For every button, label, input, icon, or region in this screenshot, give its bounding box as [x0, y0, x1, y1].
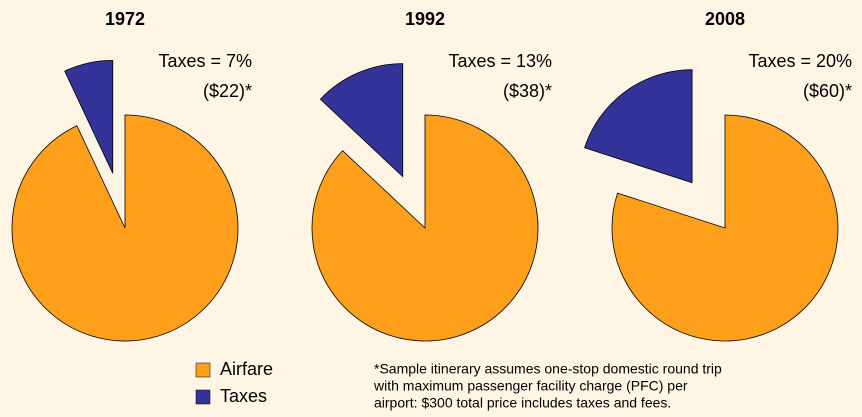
footnote-line: *Sample itinerary assumes one-stop domes… — [374, 361, 722, 377]
pie-title: 1972 — [105, 9, 145, 29]
pie-slice — [584, 69, 693, 184]
pie-slice — [11, 114, 239, 342]
value-label: Taxes = 20% — [748, 51, 852, 71]
value-label: Taxes = 13% — [448, 51, 552, 71]
legend-label: Airfare — [220, 359, 273, 379]
value-label: Taxes = 7% — [158, 51, 252, 71]
annotation: ($60)* — [803, 81, 852, 101]
pie-slice — [311, 114, 539, 342]
annotation: ($22)* — [203, 81, 252, 101]
legend-swatch — [195, 389, 211, 405]
pie-title: 2008 — [705, 9, 745, 29]
footnote-line: with maximum passenger facility charge (… — [373, 378, 688, 394]
annotation: ($38)* — [503, 81, 552, 101]
pie-slice — [64, 59, 114, 174]
pie-title: 1992 — [405, 9, 445, 29]
legend-label: Taxes — [220, 386, 267, 406]
pie-slice — [319, 63, 404, 178]
legend-swatch — [195, 362, 211, 378]
pie-slice — [611, 114, 839, 342]
footnote-line: airport: $300 total price includes taxes… — [374, 395, 671, 411]
